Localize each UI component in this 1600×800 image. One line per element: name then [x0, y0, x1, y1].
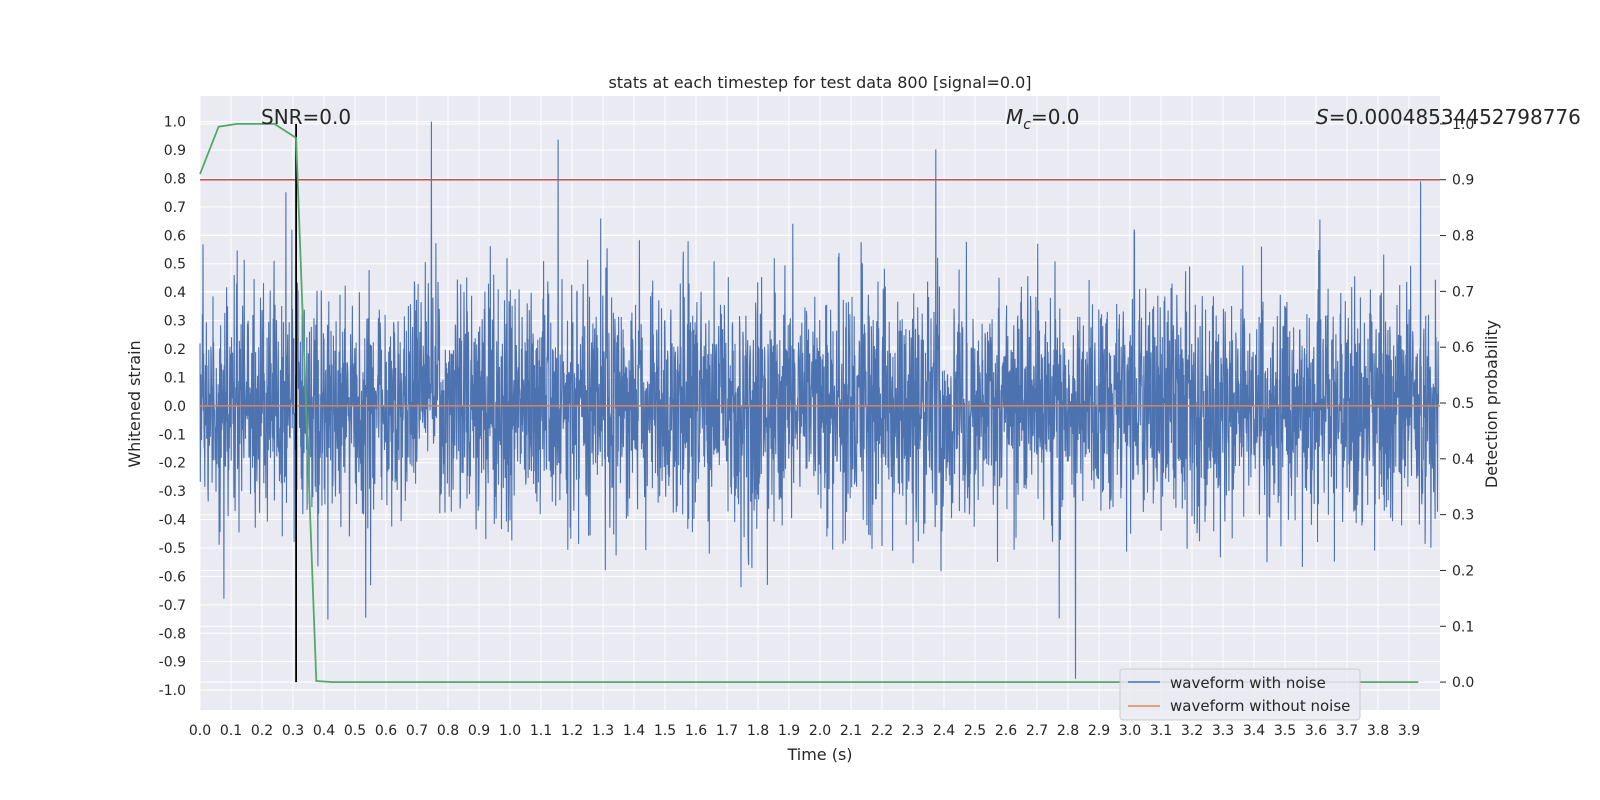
x-tick-label: 1.4 — [623, 723, 645, 739]
x-tick-label: 0.6 — [375, 723, 397, 739]
x-tick-label: 1.9 — [778, 723, 800, 739]
series-layer — [199, 121, 1440, 683]
y-tick-label: 1.0 — [164, 115, 186, 131]
y-tick-label: -0.2 — [159, 456, 186, 472]
x-tick-label: 3.8 — [1367, 723, 1389, 739]
y-tick-label: -0.6 — [159, 569, 186, 585]
legend-label-clean: waveform without noise — [1170, 697, 1350, 715]
legend-box — [1119, 668, 1361, 721]
x-tick-label: 2.7 — [1026, 723, 1048, 739]
y-tick-label: -0.7 — [159, 598, 186, 614]
y2-tick-label: 0.8 — [1452, 229, 1474, 245]
x-tick-label: 3.0 — [1119, 723, 1141, 739]
x-tick-label: 1.0 — [499, 723, 521, 739]
x-tick-label: 1.7 — [716, 723, 738, 739]
x-tick-label: 0.2 — [251, 723, 273, 739]
y2-axis-label: Detection probability — [1482, 320, 1501, 488]
y2-tick-label: 0.1 — [1452, 619, 1474, 635]
y2-tick-label: 0.0 — [1452, 675, 1474, 691]
chart-title: stats at each timestep for test data 800… — [608, 73, 1031, 92]
y-tick-label: 0.4 — [164, 285, 186, 301]
x-tick-label: 0.7 — [406, 723, 428, 739]
y-tick-label: 0.0 — [164, 399, 186, 415]
x-tick-label: 2.4 — [933, 723, 955, 739]
x-tick-label: 0.9 — [468, 723, 490, 739]
y2-tick-label: 1.0 — [1452, 117, 1474, 133]
y-tick-label: 0.7 — [164, 200, 186, 216]
tick-labels: 1.0 0.9 0.8 0.7 0.6 0.5 0.4 0.3 0.2 0.1 0.0 -0.1 -0.… — [159, 115, 1475, 739]
x-tick-label: 3.7 — [1336, 723, 1358, 739]
legend: waveform with noise waveform without noi… — [1119, 668, 1361, 721]
y-tick-label: 0.6 — [164, 228, 186, 244]
y-tick-label: -1.0 — [159, 683, 186, 699]
x-tick-label: 2.2 — [871, 723, 893, 739]
y-axis-label: Whitened strain — [125, 340, 144, 467]
x-tick-label: 0.4 — [313, 723, 335, 739]
mc-symbol: M — [1006, 105, 1023, 129]
x-tick-label: 3.4 — [1243, 723, 1265, 739]
mc-subscript: c — [1023, 117, 1031, 133]
s-value: =0.00048534452798776 — [1329, 105, 1581, 129]
y-tick-label: -0.8 — [159, 626, 186, 642]
x-tick-label: 3.5 — [1274, 723, 1296, 739]
snr-annotation: SNR=0.0 — [261, 105, 351, 129]
y2-tick-label: 0.7 — [1452, 284, 1474, 300]
y-tick-label: -0.9 — [159, 655, 186, 671]
s-annotation: S=0.00048534452798776 — [1316, 105, 1581, 129]
x-tick-label: 3.3 — [1212, 723, 1234, 739]
y-tick-label: -0.4 — [159, 513, 186, 529]
x-tick-label: 0.8 — [437, 723, 459, 739]
y-tick-label: 0.8 — [164, 171, 186, 187]
y2-tick-label: 0.6 — [1452, 340, 1474, 356]
y-tick-label: 0.1 — [164, 370, 186, 386]
detection-probability-line — [199, 123, 1419, 683]
y2-tick-label: 0.5 — [1452, 396, 1474, 412]
y2-tick-label: 0.3 — [1452, 508, 1474, 524]
noisy-waveform-line — [199, 121, 1440, 679]
x-tick-label: 1.6 — [685, 723, 707, 739]
x-tick-label: 1.2 — [561, 723, 583, 739]
x-tick-label: 1.5 — [654, 723, 676, 739]
x-tick-label: 3.9 — [1398, 723, 1420, 739]
x-tick-label: 0.0 — [189, 723, 211, 739]
y-tick-label: -0.3 — [159, 484, 186, 500]
x-tick-label: 2.0 — [809, 723, 831, 739]
x-tick-label: 1.3 — [592, 723, 614, 739]
y-tick-label: 0.2 — [164, 342, 186, 358]
y2-tick-label: 0.4 — [1452, 452, 1474, 468]
y-tick-label: -0.1 — [159, 427, 186, 443]
x-tick-label: 2.8 — [1057, 723, 1079, 739]
mc-value: =0.0 — [1031, 105, 1080, 129]
x-tick-label: 0.3 — [282, 723, 304, 739]
x-tick-label: 2.6 — [995, 723, 1017, 739]
x-tick-label: 2.5 — [964, 723, 986, 739]
y-tick-label: -0.5 — [159, 541, 186, 557]
mc-annotation: Mc=0.0 — [1006, 105, 1080, 133]
x-tick-label: 3.1 — [1150, 723, 1172, 739]
x-tick-label: 3.6 — [1305, 723, 1327, 739]
x-tick-label: 2.1 — [840, 723, 862, 739]
s-symbol: S — [1316, 105, 1329, 129]
x-axis-label: Time (s) — [786, 745, 852, 764]
y2-tick-label: 0.9 — [1452, 173, 1474, 189]
y-tick-label: 0.9 — [164, 143, 186, 159]
x-tick-label: 3.2 — [1181, 723, 1203, 739]
x-tick-label: 1.8 — [747, 723, 769, 739]
y-tick-label: 0.5 — [164, 257, 186, 273]
x-tick-label: 2.9 — [1088, 723, 1110, 739]
x-tick-label: 0.1 — [220, 723, 242, 739]
x-tick-label: 0.5 — [344, 723, 366, 739]
y2-tick-label: 0.2 — [1452, 563, 1474, 579]
legend-label-noisy: waveform with noise — [1170, 674, 1326, 692]
x-tick-label: 1.1 — [530, 723, 552, 739]
x-tick-label: 2.3 — [902, 723, 924, 739]
y-tick-label: 0.3 — [164, 314, 186, 330]
